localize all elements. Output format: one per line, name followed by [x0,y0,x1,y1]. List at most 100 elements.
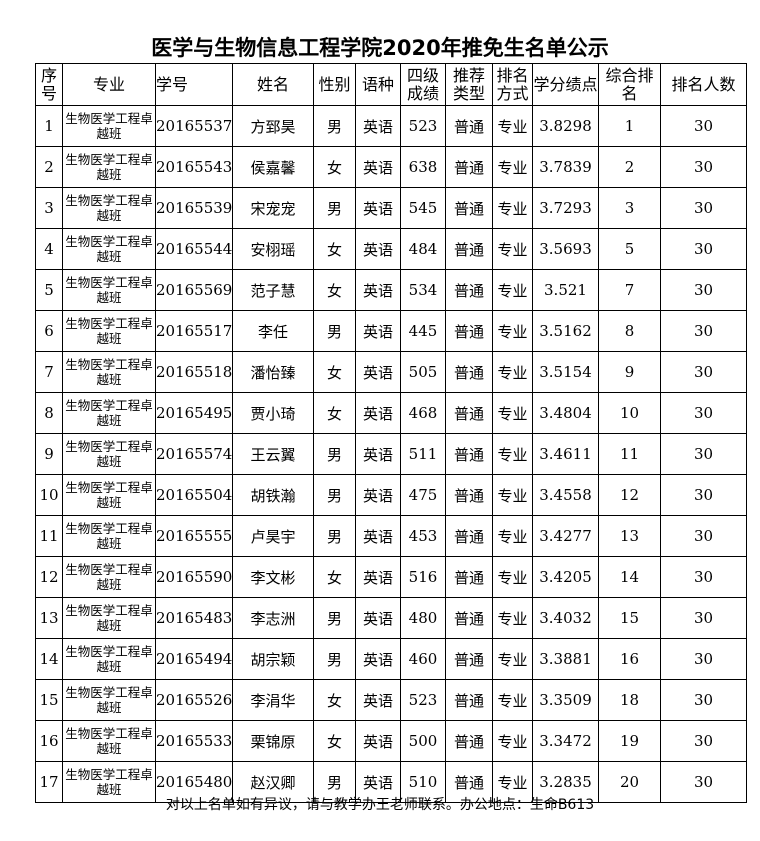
cell-name: 宋宠宠 [232,187,314,229]
cell-language: 英语 [355,515,401,557]
cell-gender: 女 [313,228,356,270]
cell-overall-rank: 15 [598,597,661,639]
table-row: 11 生物医学工程卓越班 20165555 卢昊宇男英语 453 普通 专业 3.4277 13… [35,515,747,557]
cell-ranking-method: 专业 [492,761,533,803]
cell-ranking-method: 专业 [492,146,533,188]
header-cet4-score: 四级成绩 [400,63,446,106]
cell-major: 生物医学工程卓越班 [62,228,156,270]
cell-index: 15 [35,679,63,721]
cell-rank-count: 30 [660,105,747,147]
cell-gender: 女 [313,269,356,311]
cell-index: 14 [35,638,63,680]
cell-student-id: 20165544 [155,228,233,270]
cell-major: 生物医学工程卓越班 [62,392,156,434]
cell-index: 16 [35,720,63,762]
cell-name: 李志洲 [232,597,314,639]
cell-language: 英语 [355,679,401,721]
table-row: 12 生物医学工程卓越班 20165590 李文彬女英语 516 普通 专业 3.4205 14… [35,556,747,598]
cell-student-id: 20165555 [155,515,233,557]
cell-rank-count: 30 [660,679,747,721]
cell-recommend-type: 普通 [445,105,493,147]
cell-overall-rank: 19 [598,720,661,762]
cell-gender: 女 [313,679,356,721]
cell-gender: 男 [313,515,356,557]
cell-language: 英语 [355,146,401,188]
cell-student-id: 20165495 [155,392,233,434]
cell-student-id: 20165494 [155,638,233,680]
cell-overall-rank: 3 [598,187,661,229]
cell-student-id: 20165569 [155,269,233,311]
cell-gender: 女 [313,146,356,188]
cell-cet4-score: 516 [400,556,446,598]
cell-ranking-method: 专业 [492,392,533,434]
cell-cet4-score: 480 [400,597,446,639]
cell-rank-count: 30 [660,433,747,475]
cell-gpa: 3.4804 [532,392,599,434]
cell-student-id: 20165504 [155,474,233,516]
header-gender: 性别 [313,63,356,106]
cell-gpa: 3.4558 [532,474,599,516]
header-recommend-type: 推荐类型 [445,63,493,106]
cell-major: 生物医学工程卓越班 [62,720,156,762]
cell-name: 卢昊宇 [232,515,314,557]
cell-gpa: 3.8298 [532,105,599,147]
cell-rank-count: 30 [660,515,747,557]
cell-gender: 男 [313,187,356,229]
table-row: 7 生物医学工程卓越班 20165518 潘怡臻女英语 505 普通 专业 3.5154 9 30 [35,351,747,393]
table-row: 4 生物医学工程卓越班 20165544 安栩瑶女英语 484 普通 专业 3.5693 5 30 [35,228,747,270]
cell-cet4-score: 523 [400,105,446,147]
cell-major: 生物医学工程卓越班 [62,761,156,803]
cell-ranking-method: 专业 [492,187,533,229]
cell-index: 7 [35,351,63,393]
cell-ranking-method: 专业 [492,597,533,639]
cell-ranking-method: 专业 [492,351,533,393]
cell-recommend-type: 普通 [445,638,493,680]
cell-recommend-type: 普通 [445,761,493,803]
cell-recommend-type: 普通 [445,351,493,393]
table-row: 5 生物医学工程卓越班 20165569 范子慧女英语 534 普通 专业 3.521 7 30 [35,269,747,311]
cell-cet4-score: 453 [400,515,446,557]
cell-ranking-method: 专业 [492,433,533,475]
cell-rank-count: 30 [660,556,747,598]
cell-gpa: 3.7293 [532,187,599,229]
cell-overall-rank: 13 [598,515,661,557]
cell-major: 生物医学工程卓越班 [62,474,156,516]
cell-language: 英语 [355,474,401,516]
cell-overall-rank: 10 [598,392,661,434]
cell-ranking-method: 专业 [492,720,533,762]
cell-gpa: 3.5154 [532,351,599,393]
cell-recommend-type: 普通 [445,310,493,352]
cell-ranking-method: 专业 [492,515,533,557]
cell-rank-count: 30 [660,597,747,639]
cell-ranking-method: 专业 [492,638,533,680]
table-row: 10 生物医学工程卓越班 20165504 胡铁瀚男英语 475 普通 专业 3.4558 12… [35,474,747,516]
table-row: 9 生物医学工程卓越班 20165574 王云翼男英语 511 普通 专业 3.4611 11 3… [35,433,747,475]
cell-ranking-method: 专业 [492,474,533,516]
cell-index: 6 [35,310,63,352]
cell-student-id: 20165526 [155,679,233,721]
cell-language: 英语 [355,433,401,475]
cell-ranking-method: 专业 [492,269,533,311]
header-gpa: 学分绩点 [532,63,599,106]
cell-recommend-type: 普通 [445,269,493,311]
cell-gpa: 3.7839 [532,146,599,188]
cell-student-id: 20165539 [155,187,233,229]
cell-recommend-type: 普通 [445,556,493,598]
cell-name: 贾小琦 [232,392,314,434]
cell-index: 2 [35,146,63,188]
cell-cet4-score: 511 [400,433,446,475]
cell-major: 生物医学工程卓越班 [62,515,156,557]
table-row: 16 生物医学工程卓越班 20165533 栗锦原女英语 500 普通 专业 3.3472 19… [35,720,747,762]
cell-major: 生物医学工程卓越班 [62,597,156,639]
header-student-id: 学号 [155,63,233,106]
cell-major: 生物医学工程卓越班 [62,433,156,475]
cell-index: 12 [35,556,63,598]
cell-cet4-score: 475 [400,474,446,516]
cell-overall-rank: 11 [598,433,661,475]
cell-gender: 男 [313,474,356,516]
cell-index: 4 [35,228,63,270]
cell-gpa: 3.3881 [532,638,599,680]
cell-cet4-score: 510 [400,761,446,803]
cell-student-id: 20165483 [155,597,233,639]
cell-major: 生物医学工程卓越班 [62,146,156,188]
